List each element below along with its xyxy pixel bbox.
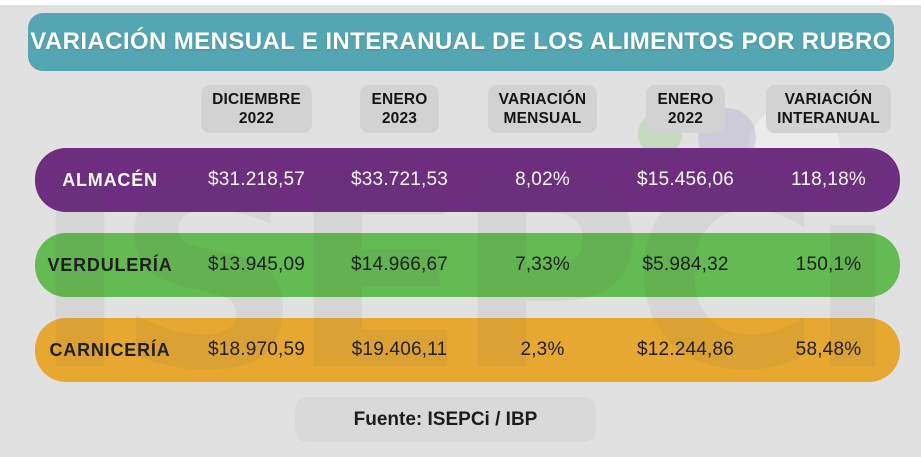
source-text: Fuente: ISEPCi / IBP: [353, 408, 538, 430]
cell-dic-2022: $31.218,57: [207, 169, 306, 190]
column-header-ene-2023: ENERO 2023: [328, 84, 471, 134]
header-line2: MENSUAL: [503, 109, 582, 127]
header-line1: ENERO: [657, 91, 714, 109]
header-line1: ENERO: [371, 91, 428, 109]
table-row-carniceria: CARNICERÍA $18.970,59 $19.406,11 2,3% $1…: [35, 318, 900, 382]
cell-dic-2022: $18.970,59: [207, 339, 306, 360]
column-headers: DICIEMBRE 2022 ENERO 2023 VARIACIÓN MENS…: [185, 84, 900, 134]
cell-ene-2023: $33.721,53: [350, 169, 449, 190]
title-bar: VARIACIÓN MENSUAL E INTERANUAL DE LOS AL…: [28, 13, 894, 71]
cell-ene-2022: $5.984,32: [642, 254, 729, 275]
cell-ene-2023: $19.406,11: [351, 339, 448, 360]
header-badge: VARIACIÓN MENSUAL: [487, 85, 598, 133]
header-line2: INTERANUAL: [777, 109, 880, 127]
header-line1: VARIACIÓN: [784, 91, 873, 109]
page-title: VARIACIÓN MENSUAL E INTERANUAL DE LOS AL…: [30, 28, 892, 55]
header-badge: ENERO 2022: [646, 85, 725, 133]
table-row-verduleria: VERDULERÍA $13.945,09 $14.966,67 7,33% $…: [35, 233, 900, 297]
cell-var-interanual: 58,48%: [795, 339, 862, 360]
header-badge: DICIEMBRE 2022: [201, 85, 312, 133]
row-label: VERDULERÍA: [47, 254, 173, 275]
column-header-var-interanual: VARIACIÓN INTERANUAL: [757, 84, 900, 134]
header-line1: DICIEMBRE: [212, 91, 301, 109]
cell-dic-2022: $13.945,09: [207, 254, 306, 275]
row-label: CARNICERÍA: [49, 339, 171, 360]
header-line1: VARIACIÓN: [498, 91, 587, 109]
header-line2: 2023: [381, 109, 418, 127]
row-label: ALMACÉN: [62, 169, 158, 190]
cell-var-interanual: 150,1%: [795, 254, 862, 275]
table-row-almacen: ALMACÉN $31.218,57 $33.721,53 8,02% $15.…: [35, 148, 900, 212]
cell-var-mensual: 7,33%: [515, 254, 570, 275]
cell-var-mensual: 8,02%: [515, 169, 570, 190]
cell-ene-2022: $15.456,06: [636, 169, 735, 190]
header-badge: ENERO 2023: [360, 85, 439, 133]
column-header-dic-2022: DICIEMBRE 2022: [185, 84, 328, 134]
header-line2: 2022: [667, 109, 704, 127]
cell-var-interanual: 118,18%: [791, 169, 866, 190]
header-badge: VARIACIÓN INTERANUAL: [766, 85, 891, 133]
source-badge: Fuente: ISEPCi / IBP: [295, 397, 596, 442]
column-header-ene-2022: ENERO 2022: [614, 84, 757, 134]
column-header-var-mensual: VARIACIÓN MENSUAL: [471, 84, 614, 134]
cell-var-mensual: 2,3%: [520, 339, 565, 360]
header-line2: 2022: [238, 109, 275, 127]
cell-ene-2022: $12.244,86: [636, 339, 735, 360]
cell-ene-2023: $14.966,67: [350, 254, 449, 275]
top-border: [0, 0, 921, 5]
